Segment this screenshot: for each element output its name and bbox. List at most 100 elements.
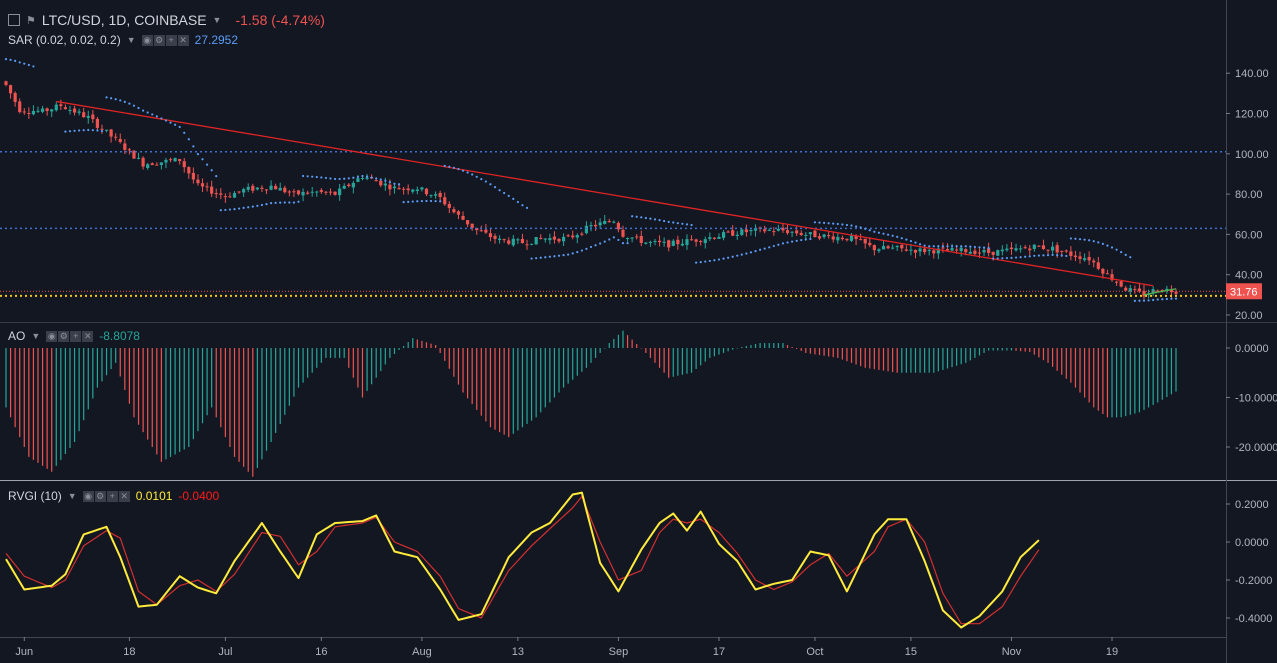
sar-legend: SAR (0.02, 0.02, 0.2) ▼ ◉ ⚙ + ✕ 27.2952 <box>8 33 238 47</box>
sar-dot <box>717 258 721 261</box>
sar-dot <box>1147 299 1150 302</box>
sar-dot <box>388 181 392 184</box>
collapse-icon[interactable] <box>8 14 20 26</box>
ao-bar <box>828 348 830 357</box>
rvgi-axis-tick: -0.4000 <box>1235 613 1272 625</box>
plus-icon[interactable]: + <box>70 330 82 342</box>
ao-bar <box>1047 348 1049 363</box>
ao-bar <box>261 348 263 460</box>
ao-bar <box>1029 348 1031 352</box>
candle <box>18 101 22 113</box>
close-icon[interactable]: ✕ <box>177 34 189 46</box>
time-axis-tick: Nov <box>1002 646 1022 658</box>
sar-dot <box>599 242 602 245</box>
sar-dot <box>777 243 780 246</box>
flag-icon[interactable]: ⚑ <box>26 14 36 27</box>
sar-dot <box>196 153 200 156</box>
gear-icon[interactable]: ⚙ <box>153 34 165 46</box>
candle <box>671 240 675 246</box>
sar-dot <box>1170 297 1173 300</box>
candle <box>676 239 680 245</box>
sar-dot <box>283 201 286 204</box>
ao-bar <box>1015 348 1017 351</box>
ao-bar <box>371 348 373 385</box>
candle <box>310 191 314 193</box>
ao-bar <box>978 348 981 356</box>
candle <box>607 221 611 223</box>
sar-dot <box>324 176 328 180</box>
ao-bar <box>636 344 638 348</box>
chevron-down-icon[interactable]: ▼ <box>67 491 77 501</box>
plus-icon[interactable]: + <box>106 490 118 502</box>
symbol-label[interactable]: LTC/USD, 1D, COINBASE <box>41 12 207 28</box>
candle <box>767 229 771 231</box>
close-icon[interactable]: ✕ <box>118 490 130 502</box>
gear-icon[interactable]: ⚙ <box>94 490 106 502</box>
candle <box>1114 281 1119 283</box>
ao-bar <box>485 348 487 422</box>
rvgi-label[interactable]: RVGI (10) <box>8 489 62 503</box>
ao-bar <box>339 348 341 358</box>
sar-dot <box>877 231 881 234</box>
eye-icon[interactable]: ◉ <box>82 490 94 502</box>
candle <box>264 189 269 191</box>
sar-dot <box>713 259 716 262</box>
eye-icon[interactable]: ◉ <box>141 34 153 46</box>
candle <box>196 179 200 184</box>
sar-dot <box>183 131 186 134</box>
candle <box>68 110 72 112</box>
candle <box>255 187 259 190</box>
candle <box>484 229 488 233</box>
sar-dot <box>896 235 899 238</box>
ao-bar <box>115 348 117 363</box>
ao-bar <box>37 348 39 463</box>
candle <box>653 241 657 243</box>
candle <box>205 186 209 188</box>
sar-dot <box>507 194 510 197</box>
sar-dot <box>1083 238 1086 241</box>
candle <box>1037 245 1041 247</box>
sar-dot <box>804 238 807 241</box>
sar-dot <box>864 227 867 230</box>
ao-bar <box>28 348 30 457</box>
chevron-down-icon[interactable]: ▼ <box>31 331 41 341</box>
sar-dot <box>690 223 693 227</box>
sar-label[interactable]: SAR (0.02, 0.02, 0.2) <box>8 33 121 47</box>
candle <box>603 220 607 224</box>
candle <box>785 230 790 234</box>
sar-dot <box>123 100 126 104</box>
sar-dot <box>439 200 442 203</box>
candle <box>342 185 346 189</box>
sar-dot <box>987 246 990 250</box>
chevron-down-icon[interactable]: ▼ <box>212 15 222 25</box>
candle <box>685 239 689 246</box>
candle <box>731 230 735 236</box>
sar-dot <box>1060 254 1063 257</box>
close-icon[interactable]: ✕ <box>82 330 94 342</box>
sar-dot <box>617 238 620 242</box>
eye-icon[interactable]: ◉ <box>46 330 58 342</box>
ao-label[interactable]: AO <box>8 329 26 343</box>
sar-dot <box>1129 256 1132 259</box>
candle <box>932 250 936 254</box>
sar-dot <box>503 191 506 195</box>
sar-dot <box>224 208 227 212</box>
sar-dot <box>1014 256 1018 259</box>
ao-bar <box>672 348 674 377</box>
ao-bar <box>700 348 702 366</box>
candle <box>1128 288 1132 292</box>
sar-dot <box>909 239 913 243</box>
ao-bar <box>1129 348 1131 415</box>
chevron-down-icon[interactable]: ▼ <box>126 35 136 45</box>
plus-icon[interactable]: + <box>165 34 177 46</box>
sar-dot <box>932 245 935 248</box>
candle <box>1005 248 1009 251</box>
sar-dot <box>1165 297 1168 301</box>
gear-icon[interactable]: ⚙ <box>58 330 70 342</box>
ao-bar <box>1161 348 1163 400</box>
sar-dot <box>320 176 323 179</box>
rvgi-axis-tick: -0.2000 <box>1235 575 1272 587</box>
ao-bar <box>275 348 277 433</box>
candle <box>13 93 17 102</box>
